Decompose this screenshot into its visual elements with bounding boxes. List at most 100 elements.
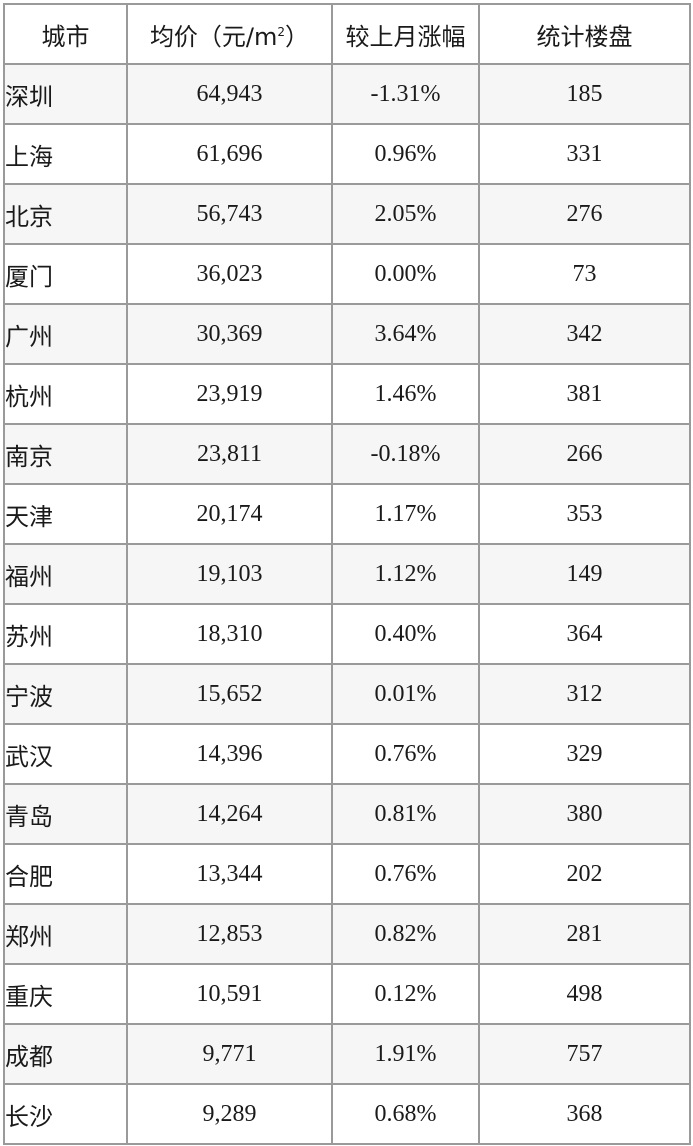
table-row: 成都 9,771 1.91% 757 [3, 1023, 691, 1085]
table-row: 合肥 13,344 0.76% 202 [3, 843, 691, 905]
table-header-row: 城市 均价（元/m2） 较上月涨幅 统计楼盘 [3, 3, 691, 65]
cell-projects: 312 [478, 663, 691, 725]
cell-change: 0.00% [331, 243, 480, 305]
header-price: 均价（元/m2） [126, 3, 333, 65]
table-row: 福州 19,103 1.12% 149 [3, 543, 691, 605]
cell-city: 苏州 [3, 603, 128, 665]
cell-city: 宁波 [3, 663, 128, 725]
table-row: 武汉 14,396 0.76% 329 [3, 723, 691, 785]
cell-price: 19,103 [126, 543, 333, 605]
cell-price: 61,696 [126, 123, 333, 185]
cell-price: 10,591 [126, 963, 333, 1025]
table-row: 宁波 15,652 0.01% 312 [3, 663, 691, 725]
cell-city: 南京 [3, 423, 128, 485]
table-row: 南京 23,811 -0.18% 266 [3, 423, 691, 485]
header-change: 较上月涨幅 [331, 3, 480, 65]
cell-projects: 185 [478, 63, 691, 125]
cell-projects: 757 [478, 1023, 691, 1085]
table-body: 深圳 64,943 -1.31% 185 上海 61,696 0.96% 331 北京 56,74… [3, 63, 691, 1145]
table-row: 天津 20,174 1.17% 353 [3, 483, 691, 545]
table-row: 杭州 23,919 1.46% 381 [3, 363, 691, 425]
cell-city: 重庆 [3, 963, 128, 1025]
header-projects: 统计楼盘 [478, 3, 691, 65]
header-price-prefix: 均价（元/m [149, 22, 278, 51]
cell-change: 1.46% [331, 363, 480, 425]
table-row: 郑州 12,853 0.82% 281 [3, 903, 691, 965]
cell-price: 9,289 [126, 1083, 333, 1145]
table-row: 北京 56,743 2.05% 276 [3, 183, 691, 245]
cell-projects: 202 [478, 843, 691, 905]
table-row: 苏州 18,310 0.40% 364 [3, 603, 691, 665]
cell-projects: 368 [478, 1083, 691, 1145]
cell-price: 14,264 [126, 783, 333, 845]
cell-projects: 342 [478, 303, 691, 365]
cell-city: 成都 [3, 1023, 128, 1085]
cell-price: 30,369 [126, 303, 333, 365]
cell-projects: 381 [478, 363, 691, 425]
cell-change: 1.91% [331, 1023, 480, 1085]
cell-price: 64,943 [126, 63, 333, 125]
cell-city: 广州 [3, 303, 128, 365]
cell-change: 1.12% [331, 543, 480, 605]
cell-change: 3.64% [331, 303, 480, 365]
cell-price: 15,652 [126, 663, 333, 725]
price-table: 城市 均价（元/m2） 较上月涨幅 统计楼盘 深圳 64,943 -1.31% 185… [3, 3, 691, 1145]
cell-price: 56,743 [126, 183, 333, 245]
cell-change: 0.76% [331, 843, 480, 905]
cell-projects: 149 [478, 543, 691, 605]
cell-city: 郑州 [3, 903, 128, 965]
cell-change: 0.76% [331, 723, 480, 785]
cell-city: 合肥 [3, 843, 128, 905]
cell-change: 1.17% [331, 483, 480, 545]
table-row: 青岛 14,264 0.81% 380 [3, 783, 691, 845]
table-row: 上海 61,696 0.96% 331 [3, 123, 691, 185]
cell-change: 0.12% [331, 963, 480, 1025]
cell-city: 长沙 [3, 1083, 128, 1145]
cell-price: 23,919 [126, 363, 333, 425]
cell-projects: 276 [478, 183, 691, 245]
cell-projects: 364 [478, 603, 691, 665]
cell-price: 13,344 [126, 843, 333, 905]
cell-price: 14,396 [126, 723, 333, 785]
cell-projects: 281 [478, 903, 691, 965]
cell-projects: 353 [478, 483, 691, 545]
cell-change: -1.31% [331, 63, 480, 125]
cell-change: -0.18% [331, 423, 480, 485]
table-row: 厦门 36,023 0.00% 73 [3, 243, 691, 305]
cell-price: 36,023 [126, 243, 333, 305]
cell-change: 0.96% [331, 123, 480, 185]
table-row: 长沙 9,289 0.68% 368 [3, 1083, 691, 1145]
cell-city: 福州 [3, 543, 128, 605]
cell-city: 上海 [3, 123, 128, 185]
cell-projects: 73 [478, 243, 691, 305]
cell-projects: 380 [478, 783, 691, 845]
cell-projects: 266 [478, 423, 691, 485]
cell-projects: 498 [478, 963, 691, 1025]
cell-change: 0.01% [331, 663, 480, 725]
cell-price: 9,771 [126, 1023, 333, 1085]
cell-city: 武汉 [3, 723, 128, 785]
cell-price: 12,853 [126, 903, 333, 965]
cell-price: 20,174 [126, 483, 333, 545]
cell-change: 0.82% [331, 903, 480, 965]
cell-city: 杭州 [3, 363, 128, 425]
cell-city: 深圳 [3, 63, 128, 125]
header-city: 城市 [3, 3, 128, 65]
header-price-suffix: ） [285, 22, 310, 51]
cell-change: 2.05% [331, 183, 480, 245]
cell-city: 厦门 [3, 243, 128, 305]
cell-price: 18,310 [126, 603, 333, 665]
cell-projects: 331 [478, 123, 691, 185]
cell-price: 23,811 [126, 423, 333, 485]
header-price-superscript: 2 [277, 24, 286, 39]
table-row: 深圳 64,943 -1.31% 185 [3, 63, 691, 125]
cell-change: 0.68% [331, 1083, 480, 1145]
cell-change: 0.81% [331, 783, 480, 845]
cell-city: 青岛 [3, 783, 128, 845]
cell-city: 天津 [3, 483, 128, 545]
table-row: 广州 30,369 3.64% 342 [3, 303, 691, 365]
cell-projects: 329 [478, 723, 691, 785]
cell-city: 北京 [3, 183, 128, 245]
table-row: 重庆 10,591 0.12% 498 [3, 963, 691, 1025]
